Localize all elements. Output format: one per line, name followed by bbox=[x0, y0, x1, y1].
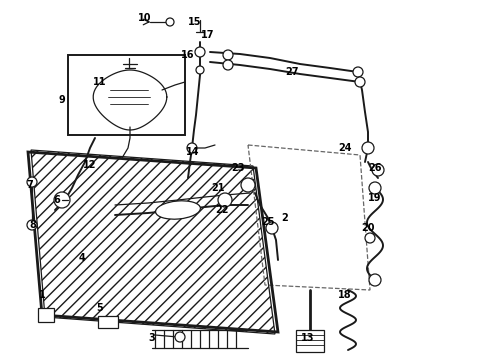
Circle shape bbox=[355, 77, 365, 87]
Circle shape bbox=[196, 66, 204, 74]
Text: 8: 8 bbox=[29, 220, 36, 230]
Text: 27: 27 bbox=[285, 67, 299, 77]
Text: 14: 14 bbox=[186, 147, 200, 157]
Circle shape bbox=[223, 60, 233, 70]
Circle shape bbox=[372, 164, 384, 176]
FancyBboxPatch shape bbox=[38, 308, 54, 322]
Text: 3: 3 bbox=[148, 333, 155, 343]
Circle shape bbox=[223, 50, 233, 60]
FancyBboxPatch shape bbox=[98, 316, 118, 328]
Circle shape bbox=[362, 142, 374, 154]
Circle shape bbox=[365, 233, 375, 243]
Circle shape bbox=[54, 192, 70, 208]
Text: 5: 5 bbox=[97, 303, 103, 313]
Text: 12: 12 bbox=[83, 160, 97, 170]
Text: 15: 15 bbox=[188, 17, 202, 27]
Circle shape bbox=[166, 18, 174, 26]
Text: 17: 17 bbox=[201, 30, 215, 40]
Polygon shape bbox=[31, 150, 275, 334]
Text: 19: 19 bbox=[368, 193, 382, 203]
Circle shape bbox=[27, 220, 37, 230]
Text: 21: 21 bbox=[211, 183, 225, 193]
Ellipse shape bbox=[155, 201, 200, 219]
Text: 7: 7 bbox=[26, 180, 33, 190]
Polygon shape bbox=[68, 55, 185, 135]
Circle shape bbox=[195, 47, 205, 57]
Text: 1: 1 bbox=[39, 290, 46, 300]
Circle shape bbox=[266, 222, 278, 234]
Text: 18: 18 bbox=[338, 290, 352, 300]
Text: 9: 9 bbox=[59, 95, 65, 105]
Text: 6: 6 bbox=[53, 195, 60, 205]
Text: 16: 16 bbox=[181, 50, 195, 60]
Text: 22: 22 bbox=[215, 205, 229, 215]
Text: 4: 4 bbox=[78, 253, 85, 263]
Circle shape bbox=[187, 143, 197, 153]
Text: 13: 13 bbox=[301, 333, 315, 343]
Text: 10: 10 bbox=[138, 13, 152, 23]
Text: 20: 20 bbox=[361, 223, 375, 233]
Text: 23: 23 bbox=[231, 163, 245, 173]
Circle shape bbox=[27, 177, 37, 187]
Circle shape bbox=[175, 332, 185, 342]
FancyBboxPatch shape bbox=[296, 330, 324, 352]
Text: 11: 11 bbox=[93, 77, 107, 87]
Text: 26: 26 bbox=[368, 163, 382, 173]
Circle shape bbox=[369, 182, 381, 194]
Text: 2: 2 bbox=[282, 213, 289, 223]
Circle shape bbox=[369, 274, 381, 286]
Polygon shape bbox=[93, 70, 167, 130]
Text: 25: 25 bbox=[261, 217, 275, 227]
Circle shape bbox=[241, 178, 255, 192]
Circle shape bbox=[353, 67, 363, 77]
Text: 24: 24 bbox=[338, 143, 352, 153]
Circle shape bbox=[218, 193, 232, 207]
